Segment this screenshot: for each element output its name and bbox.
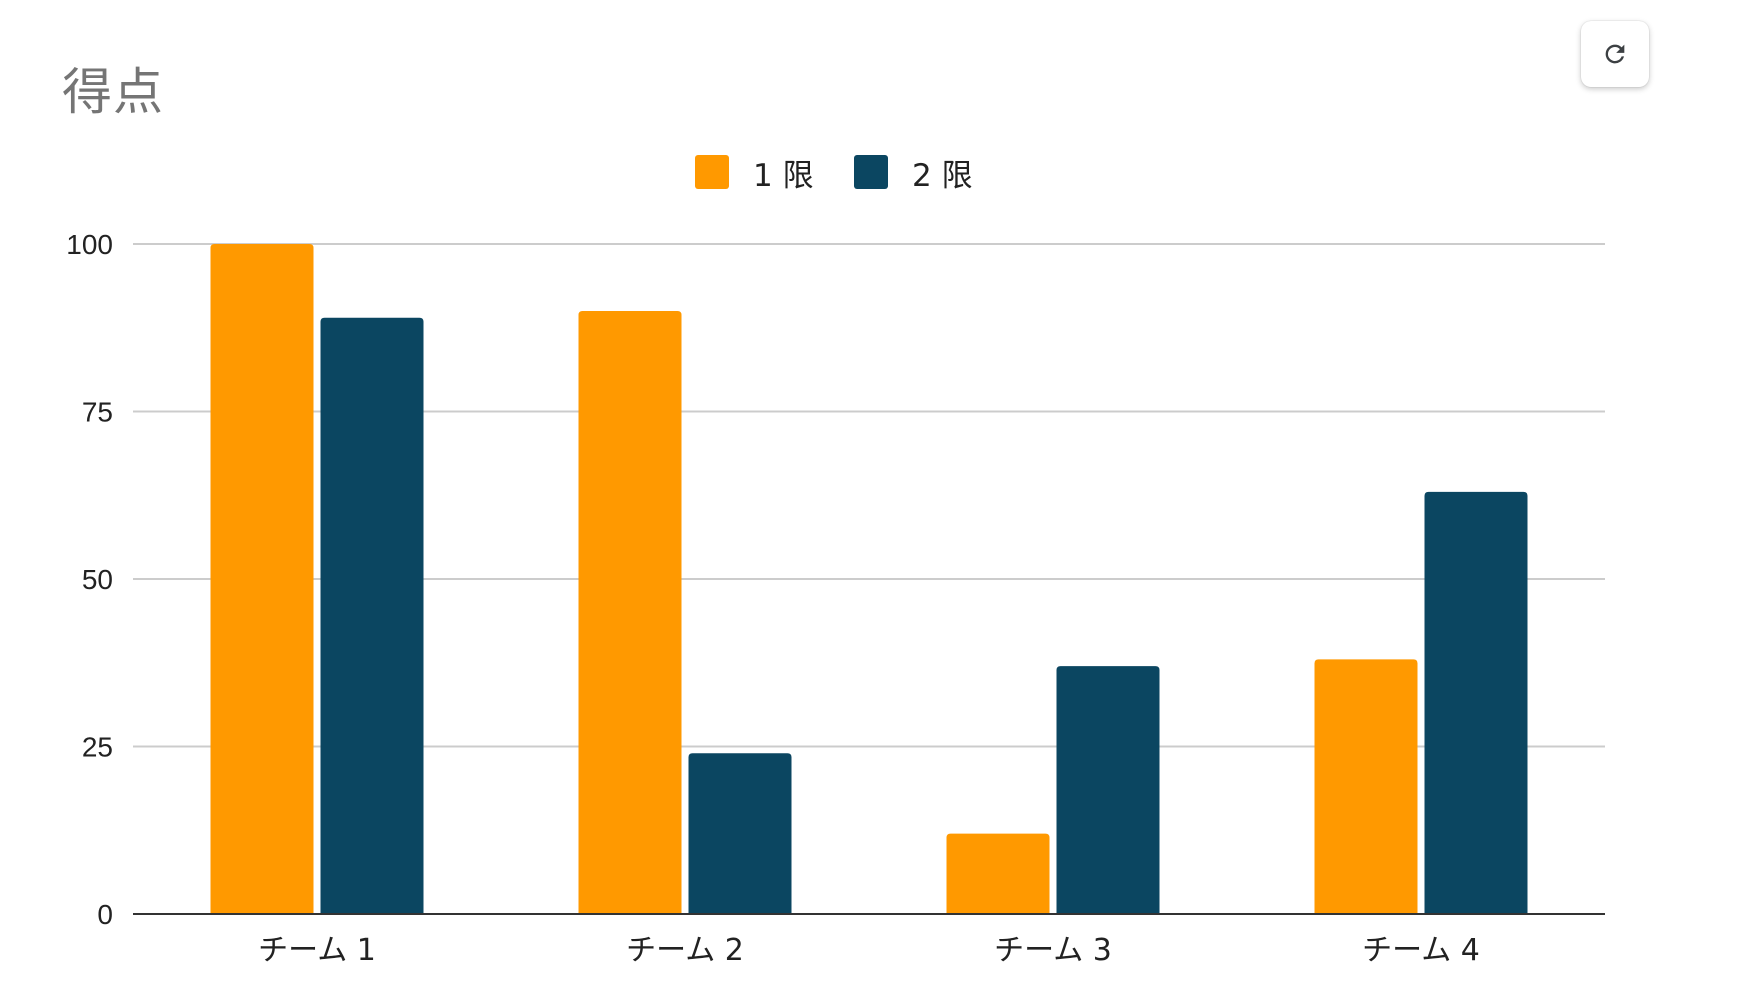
x-category-label: チーム 1: [258, 933, 376, 968]
legend-label-series-2: 2 限: [912, 157, 973, 194]
bar-2-3[interactable]: [1056, 666, 1160, 914]
legend-item-series-1[interactable]: 1 限: [695, 152, 814, 194]
legend-swatch-series-1: [695, 155, 729, 189]
bar-2-1[interactable]: [320, 317, 424, 914]
y-tick-label: 75: [82, 397, 113, 428]
y-tick-label: 50: [82, 564, 113, 595]
bar-1-1[interactable]: [210, 244, 314, 914]
bar-1-4[interactable]: [1314, 659, 1418, 914]
bar-1-3[interactable]: [946, 833, 1050, 914]
bar-1-2[interactable]: [578, 311, 682, 914]
chart-title: 得点: [62, 63, 164, 121]
x-category-label: チーム 3: [994, 933, 1112, 968]
legend-item-series-2[interactable]: 2 限: [854, 152, 973, 194]
x-category-label: チーム 2: [626, 933, 744, 968]
bar-2-2[interactable]: [688, 753, 792, 914]
legend-label-series-1: 1 限: [753, 157, 814, 194]
x-category-label: チーム 4: [1362, 933, 1480, 968]
y-tick-label: 25: [82, 732, 113, 763]
refresh-button[interactable]: [1581, 21, 1649, 87]
y-tick-label: 100: [66, 229, 113, 260]
legend-swatch-series-2: [854, 155, 888, 189]
y-tick-label: 0: [97, 899, 113, 930]
legend: 1 限 2 限: [0, 148, 1742, 198]
bar-2-4[interactable]: [1424, 491, 1528, 914]
